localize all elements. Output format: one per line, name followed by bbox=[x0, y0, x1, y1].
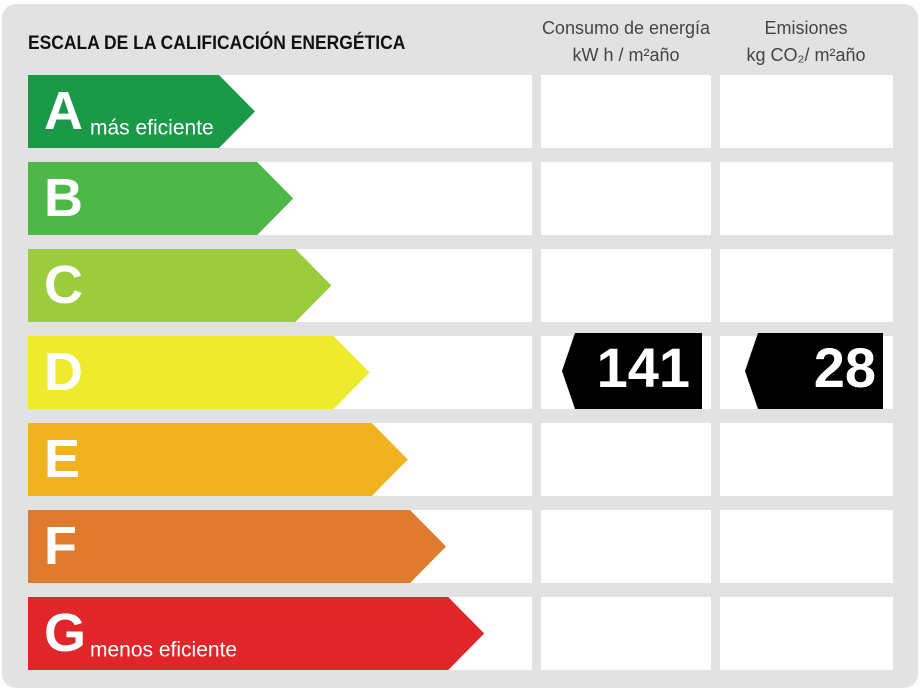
rating-letter: C bbox=[44, 255, 83, 315]
energy-value: 141 bbox=[597, 336, 690, 399]
rating-arrow bbox=[28, 597, 485, 670]
rating-letter: F bbox=[44, 516, 77, 576]
emissions-value: 28 bbox=[814, 336, 876, 399]
rating-arrow bbox=[28, 336, 370, 409]
rating-letter: B bbox=[44, 168, 83, 228]
value-box bbox=[541, 423, 711, 496]
emissions-indicator bbox=[745, 333, 883, 409]
value-box bbox=[720, 510, 893, 583]
value-box bbox=[720, 162, 893, 235]
rating-arrow bbox=[28, 249, 332, 322]
value-box bbox=[541, 162, 711, 235]
column-name: Consumo de energía bbox=[542, 18, 711, 38]
rating-arrow bbox=[28, 510, 446, 583]
column-name: Emisiones bbox=[764, 18, 847, 38]
rating-letter: E bbox=[44, 429, 80, 489]
column-unit: kg CO₂/ m²año bbox=[746, 45, 865, 65]
value-box bbox=[541, 510, 711, 583]
value-box bbox=[541, 249, 711, 322]
rating-arrow bbox=[28, 162, 294, 235]
value-box bbox=[720, 75, 893, 148]
rating-note: menos eficiente bbox=[90, 639, 237, 662]
rating-letter: D bbox=[44, 342, 83, 402]
value-box bbox=[720, 423, 893, 496]
value-box bbox=[541, 597, 711, 670]
value-box bbox=[541, 75, 711, 148]
value-box bbox=[720, 597, 893, 670]
value-box bbox=[720, 249, 893, 322]
rating-arrow bbox=[28, 75, 255, 148]
rating-letter: A bbox=[44, 81, 83, 141]
rating-letter: G bbox=[44, 603, 86, 663]
title: ESCALA DE LA CALIFICACIÓN ENERGÉTICA bbox=[28, 31, 405, 53]
energy-indicator bbox=[562, 333, 702, 409]
rating-arrow bbox=[28, 423, 408, 496]
column-unit: kW h / m²año bbox=[572, 45, 679, 65]
rating-note: más eficiente bbox=[90, 117, 214, 140]
